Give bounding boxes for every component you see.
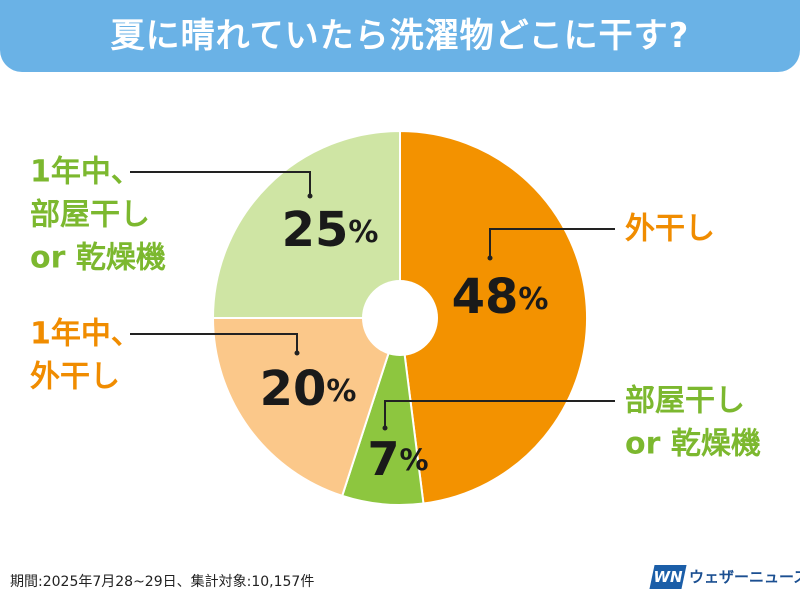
leader-line	[130, 333, 298, 353]
logo-text: ウェザーニュース	[689, 568, 800, 586]
category-label: 1年中、	[30, 317, 141, 352]
chart-title: 夏に晴れていたら洗濯物どこに干す?	[110, 16, 690, 56]
category-label: 1年中、	[30, 155, 141, 190]
value-label: 20%	[260, 361, 357, 417]
survey-footnote: 期間:2025年7月28~29日、集計対象:10,157件	[10, 574, 315, 590]
pie-center-hole	[362, 280, 438, 356]
leader-line	[130, 171, 311, 196]
category-label: 部屋干し	[625, 384, 745, 419]
leader-dot	[294, 350, 300, 356]
logo-mark: WN	[653, 568, 683, 586]
title-bar	[0, 0, 800, 72]
category-label: 外干し	[30, 360, 120, 395]
category-label: or 乾燥機	[625, 427, 761, 462]
category-label: 外干し	[625, 212, 715, 247]
value-label: 25%	[282, 202, 379, 258]
leader-line	[384, 400, 615, 428]
leader-line	[489, 228, 615, 258]
value-label: 48%	[452, 269, 549, 325]
leader-dot	[382, 425, 388, 431]
category-label: or 乾燥機	[30, 241, 166, 276]
pie-slice	[399, 129, 589, 505]
value-label: 7%	[367, 432, 428, 486]
pie-slice	[211, 129, 401, 319]
leader-dot	[487, 255, 493, 261]
pie-slice	[211, 317, 402, 498]
leader-dot	[307, 193, 313, 199]
category-label: 部屋干し	[30, 198, 150, 233]
